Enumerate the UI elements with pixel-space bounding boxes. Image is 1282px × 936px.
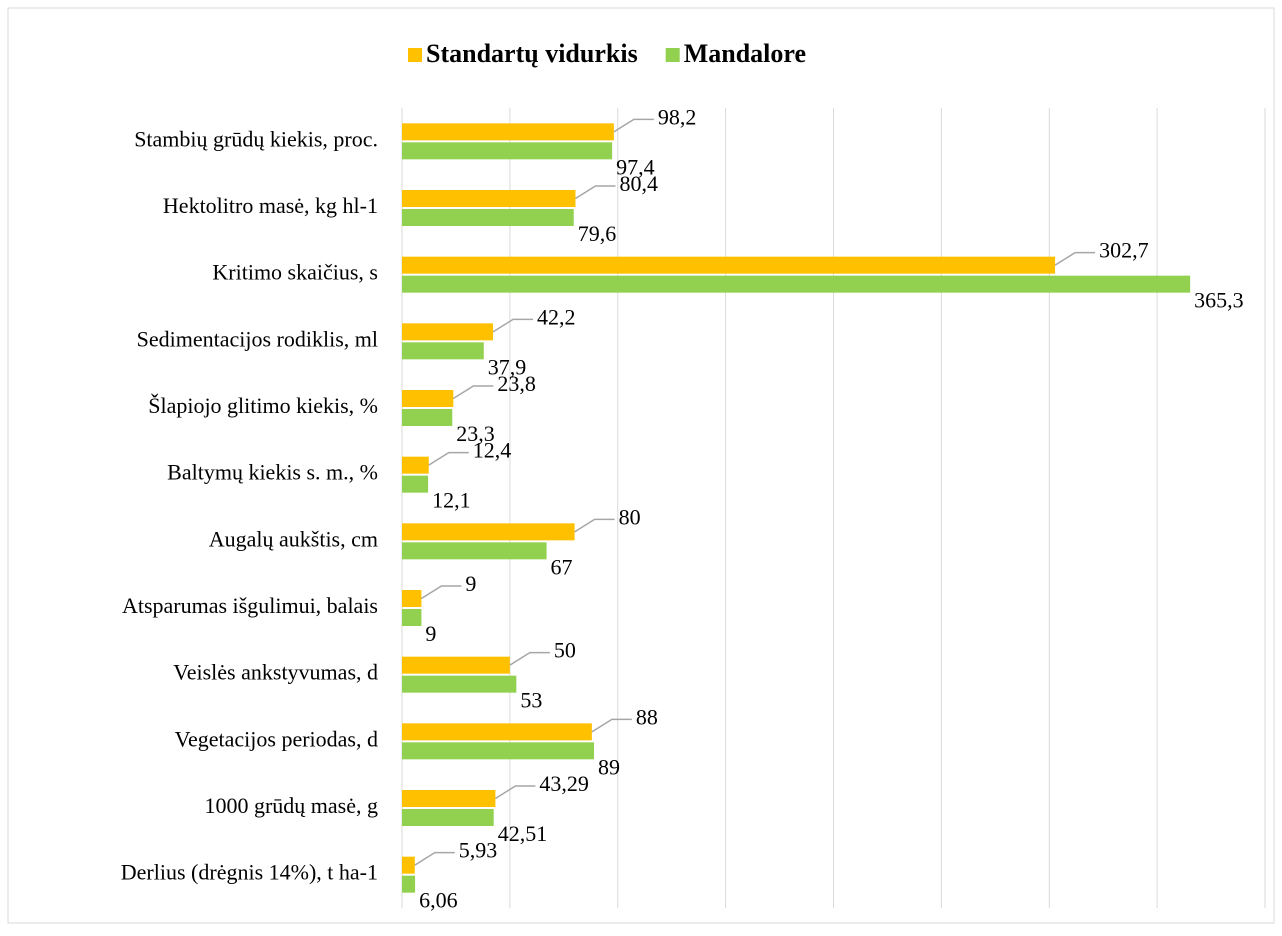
bar <box>402 856 415 874</box>
bar <box>402 590 422 607</box>
legend-swatch <box>408 48 422 62</box>
bar <box>402 475 429 493</box>
leader-line <box>574 518 615 533</box>
data-label: 42,51 <box>498 821 548 846</box>
legend-swatch <box>665 48 680 62</box>
data-label: 365,3 <box>1194 288 1244 313</box>
leader-line <box>428 451 469 466</box>
category-label: Atsparumas išgulimui, balais <box>122 593 378 618</box>
data-label: 23,3 <box>456 421 495 446</box>
leader-line <box>414 851 455 866</box>
legend-label: Standartų vidurkis <box>426 39 638 68</box>
bar <box>402 809 494 826</box>
data-label: 88 <box>636 704 658 729</box>
data-label: 5,93 <box>459 838 498 863</box>
bar <box>402 456 429 474</box>
data-label: 79,6 <box>578 221 617 246</box>
bar <box>402 323 494 341</box>
category-label: Vegetacijos periodas, d <box>175 726 378 751</box>
bar <box>402 275 1191 293</box>
leader-line <box>613 118 654 133</box>
bar <box>402 409 453 426</box>
data-label: 97,4 <box>616 154 655 179</box>
data-label: 6,06 <box>419 888 458 913</box>
data-label: 98,2 <box>658 104 697 129</box>
leader-line <box>495 785 536 800</box>
data-label: 12,4 <box>473 438 512 463</box>
data-label: 12,1 <box>432 488 471 513</box>
category-label: Kritimo skaičius, s <box>212 260 378 285</box>
leader-line <box>452 385 494 400</box>
data-label: 80 <box>619 504 641 529</box>
bar <box>402 209 574 226</box>
bar <box>402 123 614 141</box>
bar <box>402 675 517 693</box>
data-label: 50 <box>554 638 576 663</box>
category-label: Sedimentacijos rodiklis, ml <box>137 326 378 351</box>
bar <box>402 723 592 741</box>
bar <box>402 656 510 674</box>
leader-line <box>575 185 616 200</box>
leader-line <box>591 718 632 733</box>
data-label: 302,7 <box>1099 238 1149 263</box>
category-label: Šlapiojo glitimo kiekis, % <box>148 393 378 418</box>
bar <box>402 390 454 407</box>
data-label: 67 <box>551 554 573 579</box>
bar <box>402 742 595 760</box>
bar <box>402 523 575 541</box>
category-label: Stambių grūdų kiekis, proc. <box>134 126 378 151</box>
leader-line <box>421 585 462 600</box>
category-label: Hektolitro masė, kg hl-1 <box>163 193 378 218</box>
data-label: 89 <box>598 754 620 779</box>
chart-border <box>7 7 1275 924</box>
bar <box>402 875 416 893</box>
bar <box>402 256 1056 274</box>
category-label: Derlius (drėgnis 14%), t ha-1 <box>121 860 378 885</box>
leader-line <box>1054 251 1096 266</box>
bar <box>402 342 484 360</box>
category-label: 1000 grūdų masė, g <box>204 793 378 818</box>
bar <box>402 190 576 207</box>
category-label: Baltymų kiekis s. m., % <box>167 460 378 485</box>
data-label: 9 <box>465 571 476 596</box>
data-label: 9 <box>425 621 436 646</box>
leader-line <box>509 651 550 666</box>
data-label: 43,29 <box>539 771 589 796</box>
data-label: 80,4 <box>619 171 658 196</box>
bar <box>402 542 547 560</box>
bar <box>402 790 496 807</box>
data-label: 42,2 <box>537 304 576 329</box>
category-label: Veislės ankstyvumas, d <box>173 660 378 685</box>
bar <box>402 142 613 160</box>
category-label: Augalų aukštis, cm <box>209 526 378 551</box>
leader-line <box>492 318 534 333</box>
data-label: 37,9 <box>488 354 527 379</box>
data-label: 53 <box>520 688 542 713</box>
legend-label: Mandalore <box>684 39 806 68</box>
data-label: 23,8 <box>497 371 536 396</box>
bar <box>402 609 422 626</box>
